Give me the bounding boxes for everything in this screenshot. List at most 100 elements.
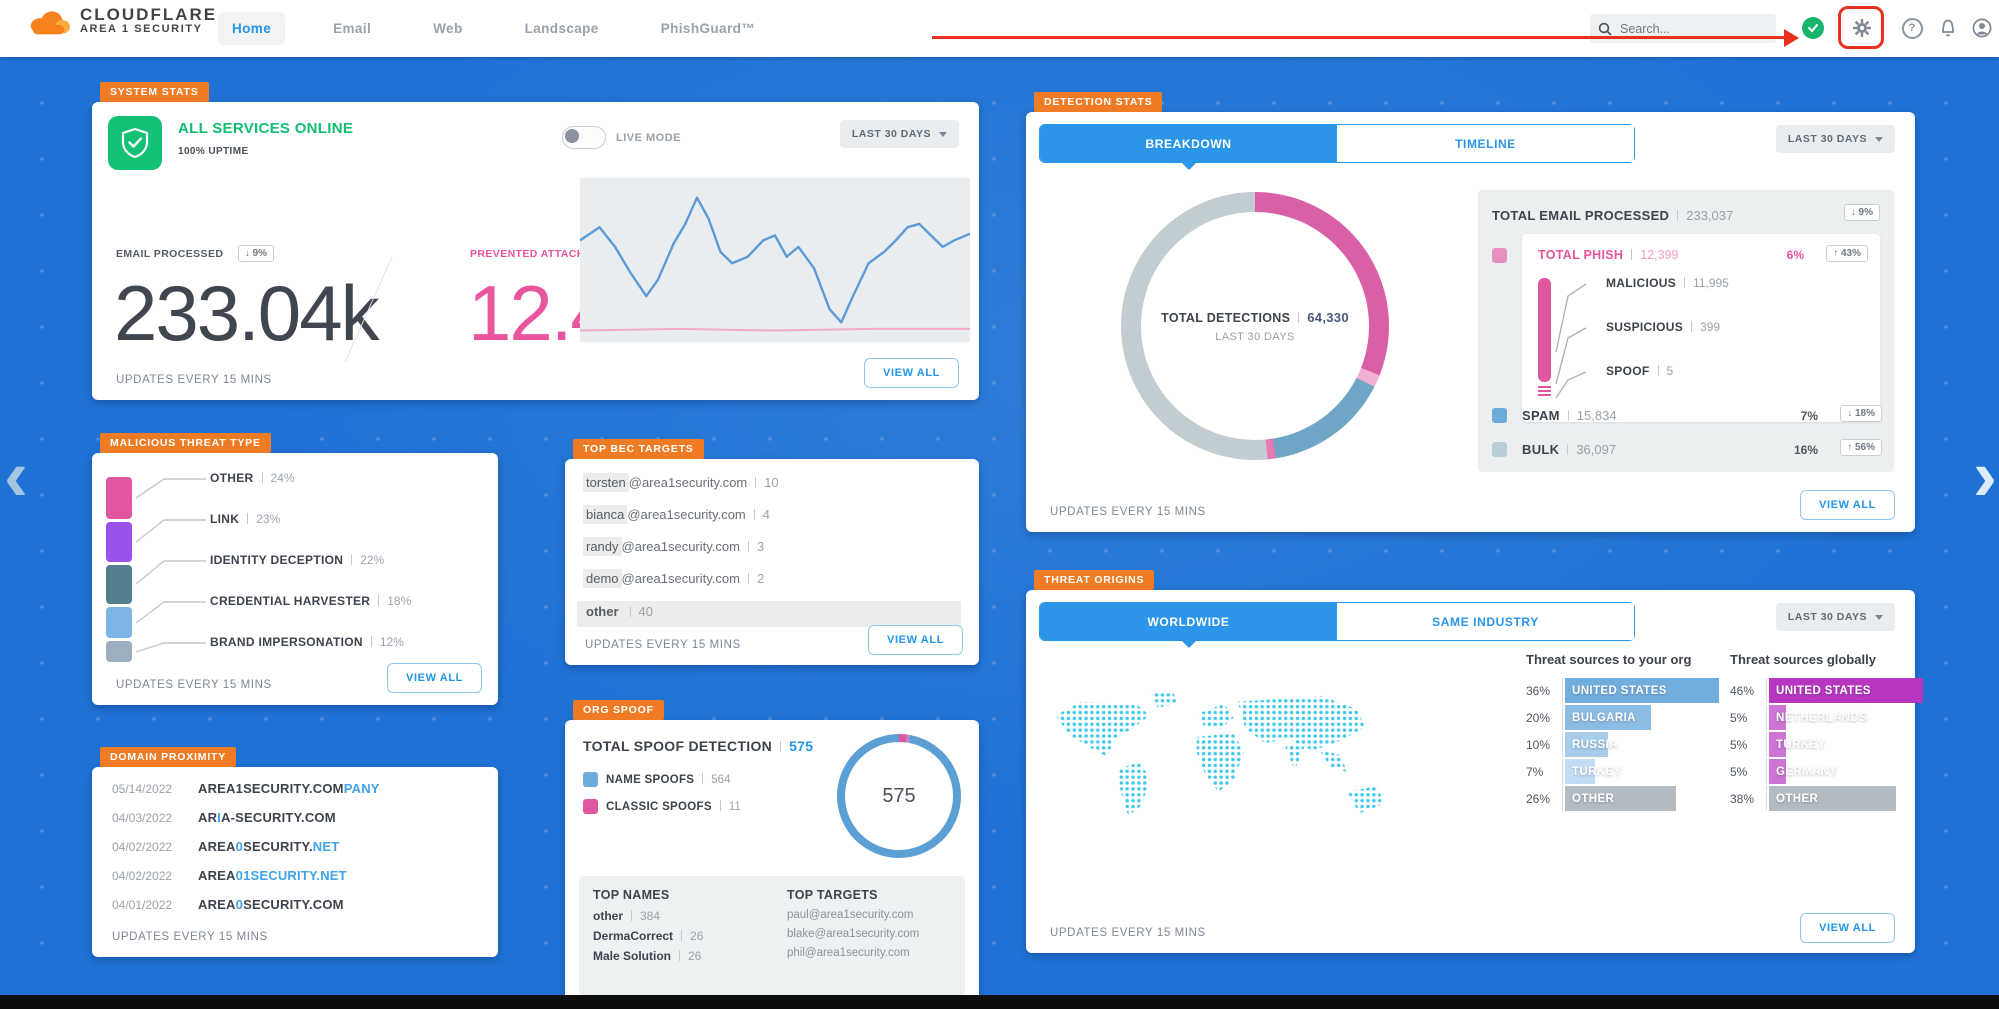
detection-stats-tag: DETECTION STATS: [1034, 92, 1163, 112]
top-names-column: TOP NAMES other 384 DermaCorrect 26 Male S…: [593, 888, 703, 969]
org-spoof-card: ORG SPOOF TOTAL SPOOF DETECTION 575 NAME …: [565, 700, 979, 1008]
view-all-button[interactable]: VIEW ALL: [1800, 913, 1895, 943]
email-trend-sparkline: [580, 178, 970, 342]
threat-row: CREDENTIAL HARVESTER 18%: [210, 594, 412, 608]
legend-name-spoofs: NAME SPOOFS 564: [583, 772, 730, 787]
threat-origins-card: THREAT ORIGINS WORLDWIDE SAME INDUSTRY L…: [1026, 570, 1923, 953]
threat-bar-segment: [106, 477, 132, 519]
notifications-bell-icon[interactable]: [1936, 16, 1960, 40]
updates-label: UPDATES EVERY 15 MINS: [1050, 927, 1206, 939]
legend-swatch: [583, 772, 598, 787]
domain-row: 04/02/2022 AREA0SECURITY.NET: [112, 839, 340, 854]
search-input[interactable]: [1618, 20, 1762, 37]
malicious-threat-type-card: MALICIOUS THREAT TYPE OTHER 24% LINK 23% I…: [92, 433, 498, 705]
toggle-switch[interactable]: [562, 126, 606, 149]
nav-item-home[interactable]: Home: [218, 12, 286, 45]
view-all-button[interactable]: VIEW ALL: [387, 663, 482, 693]
spam-row: SPAM 15,834: [1522, 408, 1617, 423]
top-name-row: Male Solution 26: [593, 949, 702, 963]
top-target-row: phil@area1security.com: [787, 947, 910, 959]
logo-subtitle: AREA 1 SECURITY: [80, 23, 203, 36]
bulk-pct: 16%: [1793, 443, 1818, 457]
global-sources-header: Threat sources globally: [1730, 652, 1876, 667]
annotation-arrow-line: [932, 36, 1784, 39]
phish-delta: ↑ 43%: [1826, 245, 1868, 262]
legend-classic-spoofs: CLASSIC SPOOFS 11: [583, 799, 741, 814]
email-processed-value: 233.04k: [114, 269, 380, 357]
updates-label: UPDATES EVERY 15 MINS: [116, 679, 272, 691]
email-processed-delta: ↓ 9%: [237, 245, 275, 262]
view-all-button[interactable]: VIEW ALL: [1800, 490, 1895, 520]
bulk-swatch: [1492, 442, 1507, 457]
suspicious-row: SUSPICIOUS 399: [1606, 320, 1721, 334]
range-dropdown[interactable]: LAST 30 DAYS: [1775, 125, 1895, 153]
view-all-button[interactable]: VIEW ALL: [868, 625, 963, 655]
carousel-next-chevron[interactable]: ›: [1973, 436, 1997, 516]
uptime-label: 100% UPTIME: [178, 146, 249, 157]
origin-bar-row: 26% OTHER: [1526, 786, 1719, 811]
top-name-row: other 384: [593, 909, 661, 923]
bulk-row: BULK 36,097: [1522, 442, 1617, 457]
domain-proximity-tag: DOMAIN PROXIMITY: [100, 747, 237, 767]
chevron-down-icon: [1875, 614, 1883, 620]
origin-tabs: WORLDWIDE SAME INDUSTRY: [1039, 602, 1635, 648]
help-icon[interactable]: ?: [1900, 16, 1924, 40]
system-stats-tag: SYSTEM STATS: [100, 82, 209, 102]
total-phish-row: TOTAL PHISH 12,399: [1538, 248, 1679, 262]
malicious-threat-type-tag: MALICIOUS THREAT TYPE: [100, 433, 271, 453]
carousel-prev-chevron[interactable]: ‹: [4, 436, 28, 516]
tab-breakdown[interactable]: BREAKDOWN: [1040, 125, 1337, 170]
live-mode-toggle[interactable]: LIVE MODE: [562, 126, 681, 149]
top-targets-column: TOP TARGETS paul@area1security.com blake…: [787, 888, 919, 966]
cloudflare-logo[interactable]: CLOUDFLARE AREA 1 SECURITY: [26, 6, 217, 36]
tab-same-industry[interactable]: SAME INDUSTRY: [1337, 603, 1634, 640]
spam-delta: ↓ 18%: [1840, 405, 1882, 422]
total-email-delta: ↓ 9%: [1843, 204, 1880, 221]
range-dropdown[interactable]: LAST 30 DAYS: [839, 120, 959, 148]
phish-pct: 6%: [1786, 248, 1804, 262]
domain-row: 04/03/2022 ARIA-SECURITY.COM: [112, 810, 336, 825]
updates-label: UPDATES EVERY 15 MINS: [585, 639, 741, 651]
origin-bar-row: 5% NETHERLANDS: [1730, 705, 1923, 730]
bottom-black-bar: [0, 995, 1999, 1009]
threat-row: OTHER 24%: [210, 471, 295, 485]
origin-bar-row: 5% GERMANY: [1730, 759, 1923, 784]
nav-item-phishguard[interactable]: PhishGuard™: [660, 21, 756, 36]
account-avatar-icon[interactable]: [1970, 16, 1994, 40]
total-email-row: TOTAL EMAIL PROCESSED 233,037: [1492, 208, 1734, 223]
updates-label: UPDATES EVERY 15 MINS: [112, 931, 268, 943]
threat-bar-segment: [106, 565, 132, 604]
view-all-button[interactable]: VIEW ALL: [864, 358, 959, 388]
bec-row: bianca @area1security.com 4: [583, 505, 770, 527]
nav-item-landscape[interactable]: Landscape: [524, 21, 599, 36]
bec-row: randy @area1security.com 3: [583, 537, 764, 559]
threat-row: BRAND IMPERSONATION 12%: [210, 635, 404, 649]
origin-bar-row: 5% TURKEY: [1730, 732, 1923, 757]
threat-origins-tag: THREAT ORIGINS: [1034, 570, 1155, 590]
bec-row-other: other 40: [577, 601, 961, 627]
tab-worldwide[interactable]: WORLDWIDE: [1040, 603, 1337, 648]
threat-bar-segment: [106, 641, 132, 663]
tab-timeline[interactable]: TIMELINE: [1337, 125, 1634, 162]
origin-bar-row: 10% RUSSIA: [1526, 732, 1719, 757]
nav-item-email[interactable]: Email: [333, 21, 372, 36]
nav-item-web[interactable]: Web: [433, 21, 463, 36]
detection-stats-card: DETECTION STATS BREAKDOWN TIMELINE LAST …: [1026, 92, 1915, 532]
top-navbar: CLOUDFLARE AREA 1 SECURITY Home Email We…: [0, 0, 1999, 57]
domain-row: 04/01/2022 AREA0SECURITY.COM: [112, 897, 344, 912]
chevron-down-icon: [939, 131, 947, 137]
shield-check-icon: [108, 116, 162, 170]
spoof-donut-chart: 575: [837, 734, 961, 858]
threat-bar-segment: [106, 522, 132, 563]
top-names-header: TOP NAMES: [593, 888, 670, 902]
domain-row: 04/02/2022 AREA01SECURITY.NET: [112, 868, 347, 883]
detection-breakdown-panel: TOTAL EMAIL PROCESSED 233,037 ↓ 9% TOTAL …: [1478, 190, 1894, 472]
spoof-title: TOTAL SPOOF DETECTION 575: [583, 738, 814, 754]
total-phish-panel: TOTAL PHISH 12,399 6% ↑ 43% MALICIOUS 11,9…: [1522, 234, 1880, 422]
spoof-row: SPOOF 5: [1606, 364, 1674, 378]
settings-gear-icon[interactable]: [1850, 16, 1874, 40]
range-dropdown[interactable]: LAST 30 DAYS: [1775, 603, 1895, 631]
top-target-row: blake@area1security.com: [787, 928, 920, 940]
spoof-detail-panel: TOP NAMES other 384 DermaCorrect 26 Male S…: [579, 876, 965, 996]
top-bec-targets-tag: TOP BEC TARGETS: [573, 439, 704, 459]
